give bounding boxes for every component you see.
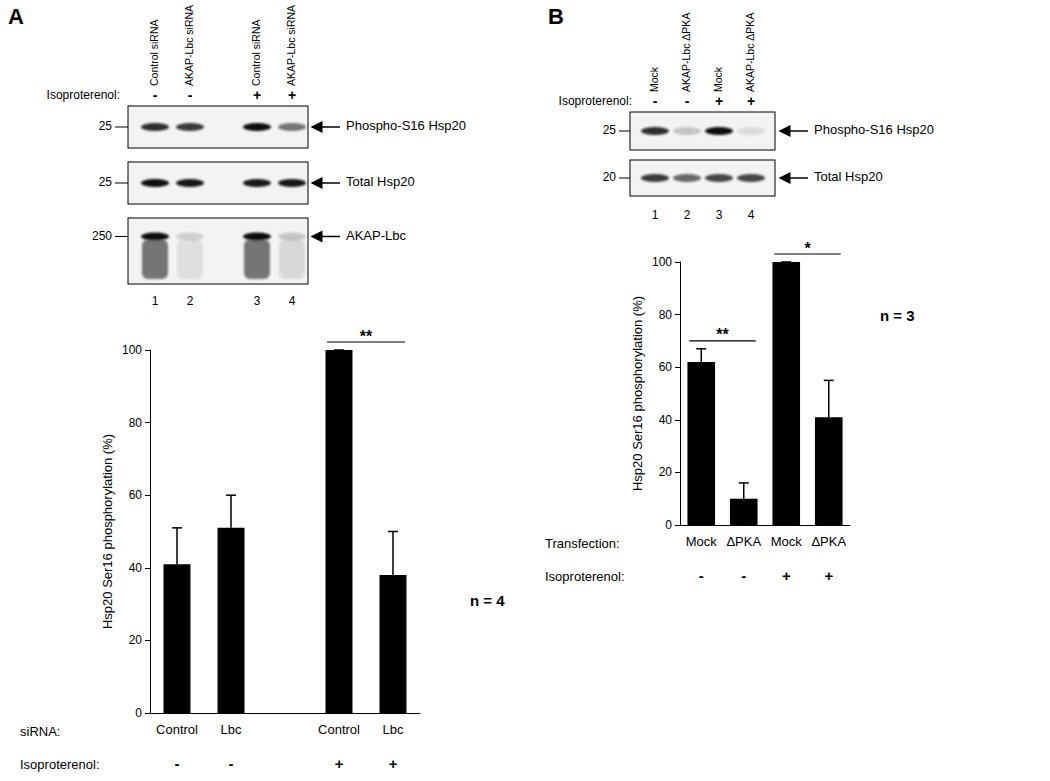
svg-text:-: -: [175, 755, 180, 772]
svg-text:n = 3: n = 3: [880, 307, 915, 324]
svg-text:Control siRNA: Control siRNA: [250, 19, 262, 86]
svg-text:Total Hsp20: Total Hsp20: [346, 174, 415, 189]
svg-text:+: +: [288, 87, 296, 103]
svg-text:-: -: [229, 755, 234, 772]
svg-text:Lbc: Lbc: [383, 722, 404, 737]
svg-text:60: 60: [129, 488, 143, 502]
svg-text:4: 4: [748, 208, 755, 222]
svg-text:Phospho-S16 Hsp20: Phospho-S16 Hsp20: [814, 122, 934, 137]
svg-text:-: -: [153, 87, 158, 103]
svg-text:Mock: Mock: [686, 534, 718, 549]
svg-text:Transfection:: Transfection:: [545, 536, 620, 551]
svg-text:40: 40: [659, 413, 673, 427]
svg-text:+: +: [335, 755, 344, 772]
svg-text:Isoproterenol:: Isoproterenol:: [20, 757, 100, 772]
svg-text:ΔPKA: ΔPKA: [811, 534, 846, 549]
svg-text:3: 3: [716, 208, 723, 222]
svg-text:60: 60: [659, 360, 673, 374]
svg-text:-: -: [741, 567, 746, 584]
svg-text:+: +: [389, 755, 398, 772]
svg-text:1: 1: [652, 208, 659, 222]
svg-text:-: -: [188, 87, 193, 103]
svg-text:Isoproterenol:: Isoproterenol:: [559, 94, 632, 108]
svg-text:ΔPKA: ΔPKA: [726, 534, 761, 549]
svg-text:-: -: [685, 93, 690, 109]
svg-text:*: *: [804, 240, 811, 257]
svg-text:+: +: [782, 567, 791, 584]
svg-text:AKAP-Lbc ΔPKA: AKAP-Lbc ΔPKA: [680, 13, 692, 92]
svg-text:AKAP-Lbc: AKAP-Lbc: [346, 228, 406, 243]
svg-text:B: B: [548, 4, 564, 29]
svg-text:AKAP-Lbc siRNA: AKAP-Lbc siRNA: [285, 5, 297, 86]
svg-text:siRNA:: siRNA:: [20, 724, 60, 739]
svg-text:4: 4: [289, 294, 296, 308]
svg-text:20: 20: [659, 465, 673, 479]
svg-text:80: 80: [129, 416, 143, 430]
svg-text:+: +: [253, 87, 261, 103]
svg-text:Control: Control: [318, 722, 360, 737]
svg-text:Hsp20 Ser16 phosphorylation (%: Hsp20 Ser16 phosphorylation (%): [100, 434, 115, 629]
svg-text:1: 1: [152, 294, 159, 308]
svg-text:Control siRNA: Control siRNA: [148, 19, 160, 86]
svg-text:40: 40: [129, 561, 143, 575]
svg-text:2: 2: [684, 208, 691, 222]
svg-text:Total Hsp20: Total Hsp20: [814, 169, 883, 184]
svg-text:3: 3: [254, 294, 261, 308]
svg-text:0: 0: [665, 518, 672, 532]
svg-text:250: 250: [92, 229, 112, 243]
svg-text:AKAP-Lbc siRNA: AKAP-Lbc siRNA: [183, 5, 195, 86]
svg-text:Phospho-S16 Hsp20: Phospho-S16 Hsp20: [346, 118, 466, 133]
svg-text:-: -: [653, 93, 658, 109]
svg-text:20: 20: [129, 633, 143, 647]
svg-text:**: **: [716, 326, 729, 343]
svg-text:Isoproterenol:: Isoproterenol:: [545, 569, 625, 584]
svg-text:20: 20: [603, 170, 617, 184]
svg-text:25: 25: [603, 123, 617, 137]
svg-text:A: A: [8, 4, 24, 29]
svg-text:+: +: [715, 93, 723, 109]
svg-text:n = 4: n = 4: [470, 592, 505, 609]
svg-text:AKAP-Lbc ΔPKA: AKAP-Lbc ΔPKA: [744, 13, 756, 92]
svg-text:+: +: [747, 93, 755, 109]
svg-text:Mock: Mock: [648, 66, 660, 92]
svg-text:25: 25: [99, 119, 113, 133]
svg-text:2: 2: [187, 294, 194, 308]
svg-text:25: 25: [99, 175, 113, 189]
svg-text:80: 80: [659, 308, 673, 322]
svg-text:100: 100: [122, 343, 142, 357]
svg-text:100: 100: [652, 255, 672, 269]
svg-text:Lbc: Lbc: [221, 722, 242, 737]
svg-text:Isoproterenol:: Isoproterenol:: [47, 88, 120, 102]
svg-text:+: +: [824, 567, 833, 584]
svg-text:Control: Control: [156, 722, 198, 737]
svg-text:Mock: Mock: [771, 534, 803, 549]
svg-text:**: **: [360, 328, 373, 345]
svg-text:Mock: Mock: [712, 66, 724, 92]
svg-text:Hsp20 Ser16 phosphorylation (%: Hsp20 Ser16 phosphorylation (%): [630, 296, 645, 491]
svg-text:0: 0: [135, 706, 142, 720]
svg-text:-: -: [699, 567, 704, 584]
